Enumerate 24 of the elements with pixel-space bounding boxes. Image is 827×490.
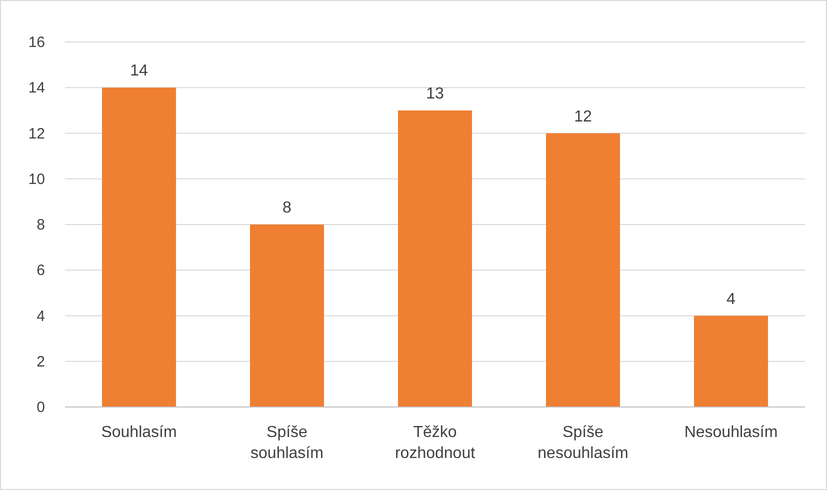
y-tick-label: 14 bbox=[28, 80, 45, 97]
data-label: 13 bbox=[426, 85, 444, 102]
x-tick-label: Spíše souhlasím bbox=[250, 424, 324, 462]
y-tick-label: 0 bbox=[36, 399, 45, 416]
bar bbox=[694, 316, 768, 407]
y-tick-label: 4 bbox=[36, 308, 45, 325]
data-label: 8 bbox=[282, 200, 292, 216]
y-tick-label: 2 bbox=[36, 353, 45, 370]
data-label: 4 bbox=[726, 290, 736, 308]
y-tick-label: 8 bbox=[36, 216, 45, 234]
bar bbox=[398, 110, 472, 407]
data-label: 12 bbox=[574, 108, 592, 126]
y-tick-label: 6 bbox=[36, 262, 45, 280]
bar bbox=[250, 224, 324, 407]
data-label: 14 bbox=[130, 62, 148, 80]
bar bbox=[546, 133, 620, 407]
y-tick-label: 10 bbox=[28, 170, 45, 188]
y-tick-label: 12 bbox=[28, 125, 45, 142]
x-tick-label: Souhlasím bbox=[101, 424, 177, 441]
x-tick-label: Těžko rozhodnout bbox=[394, 424, 476, 462]
bar bbox=[102, 88, 176, 407]
x-tick-label: Spíše nesouhlasím bbox=[538, 424, 628, 462]
y-tick-label: 16 bbox=[28, 34, 45, 51]
x-tick-label: Nesouhlasím bbox=[684, 424, 778, 441]
